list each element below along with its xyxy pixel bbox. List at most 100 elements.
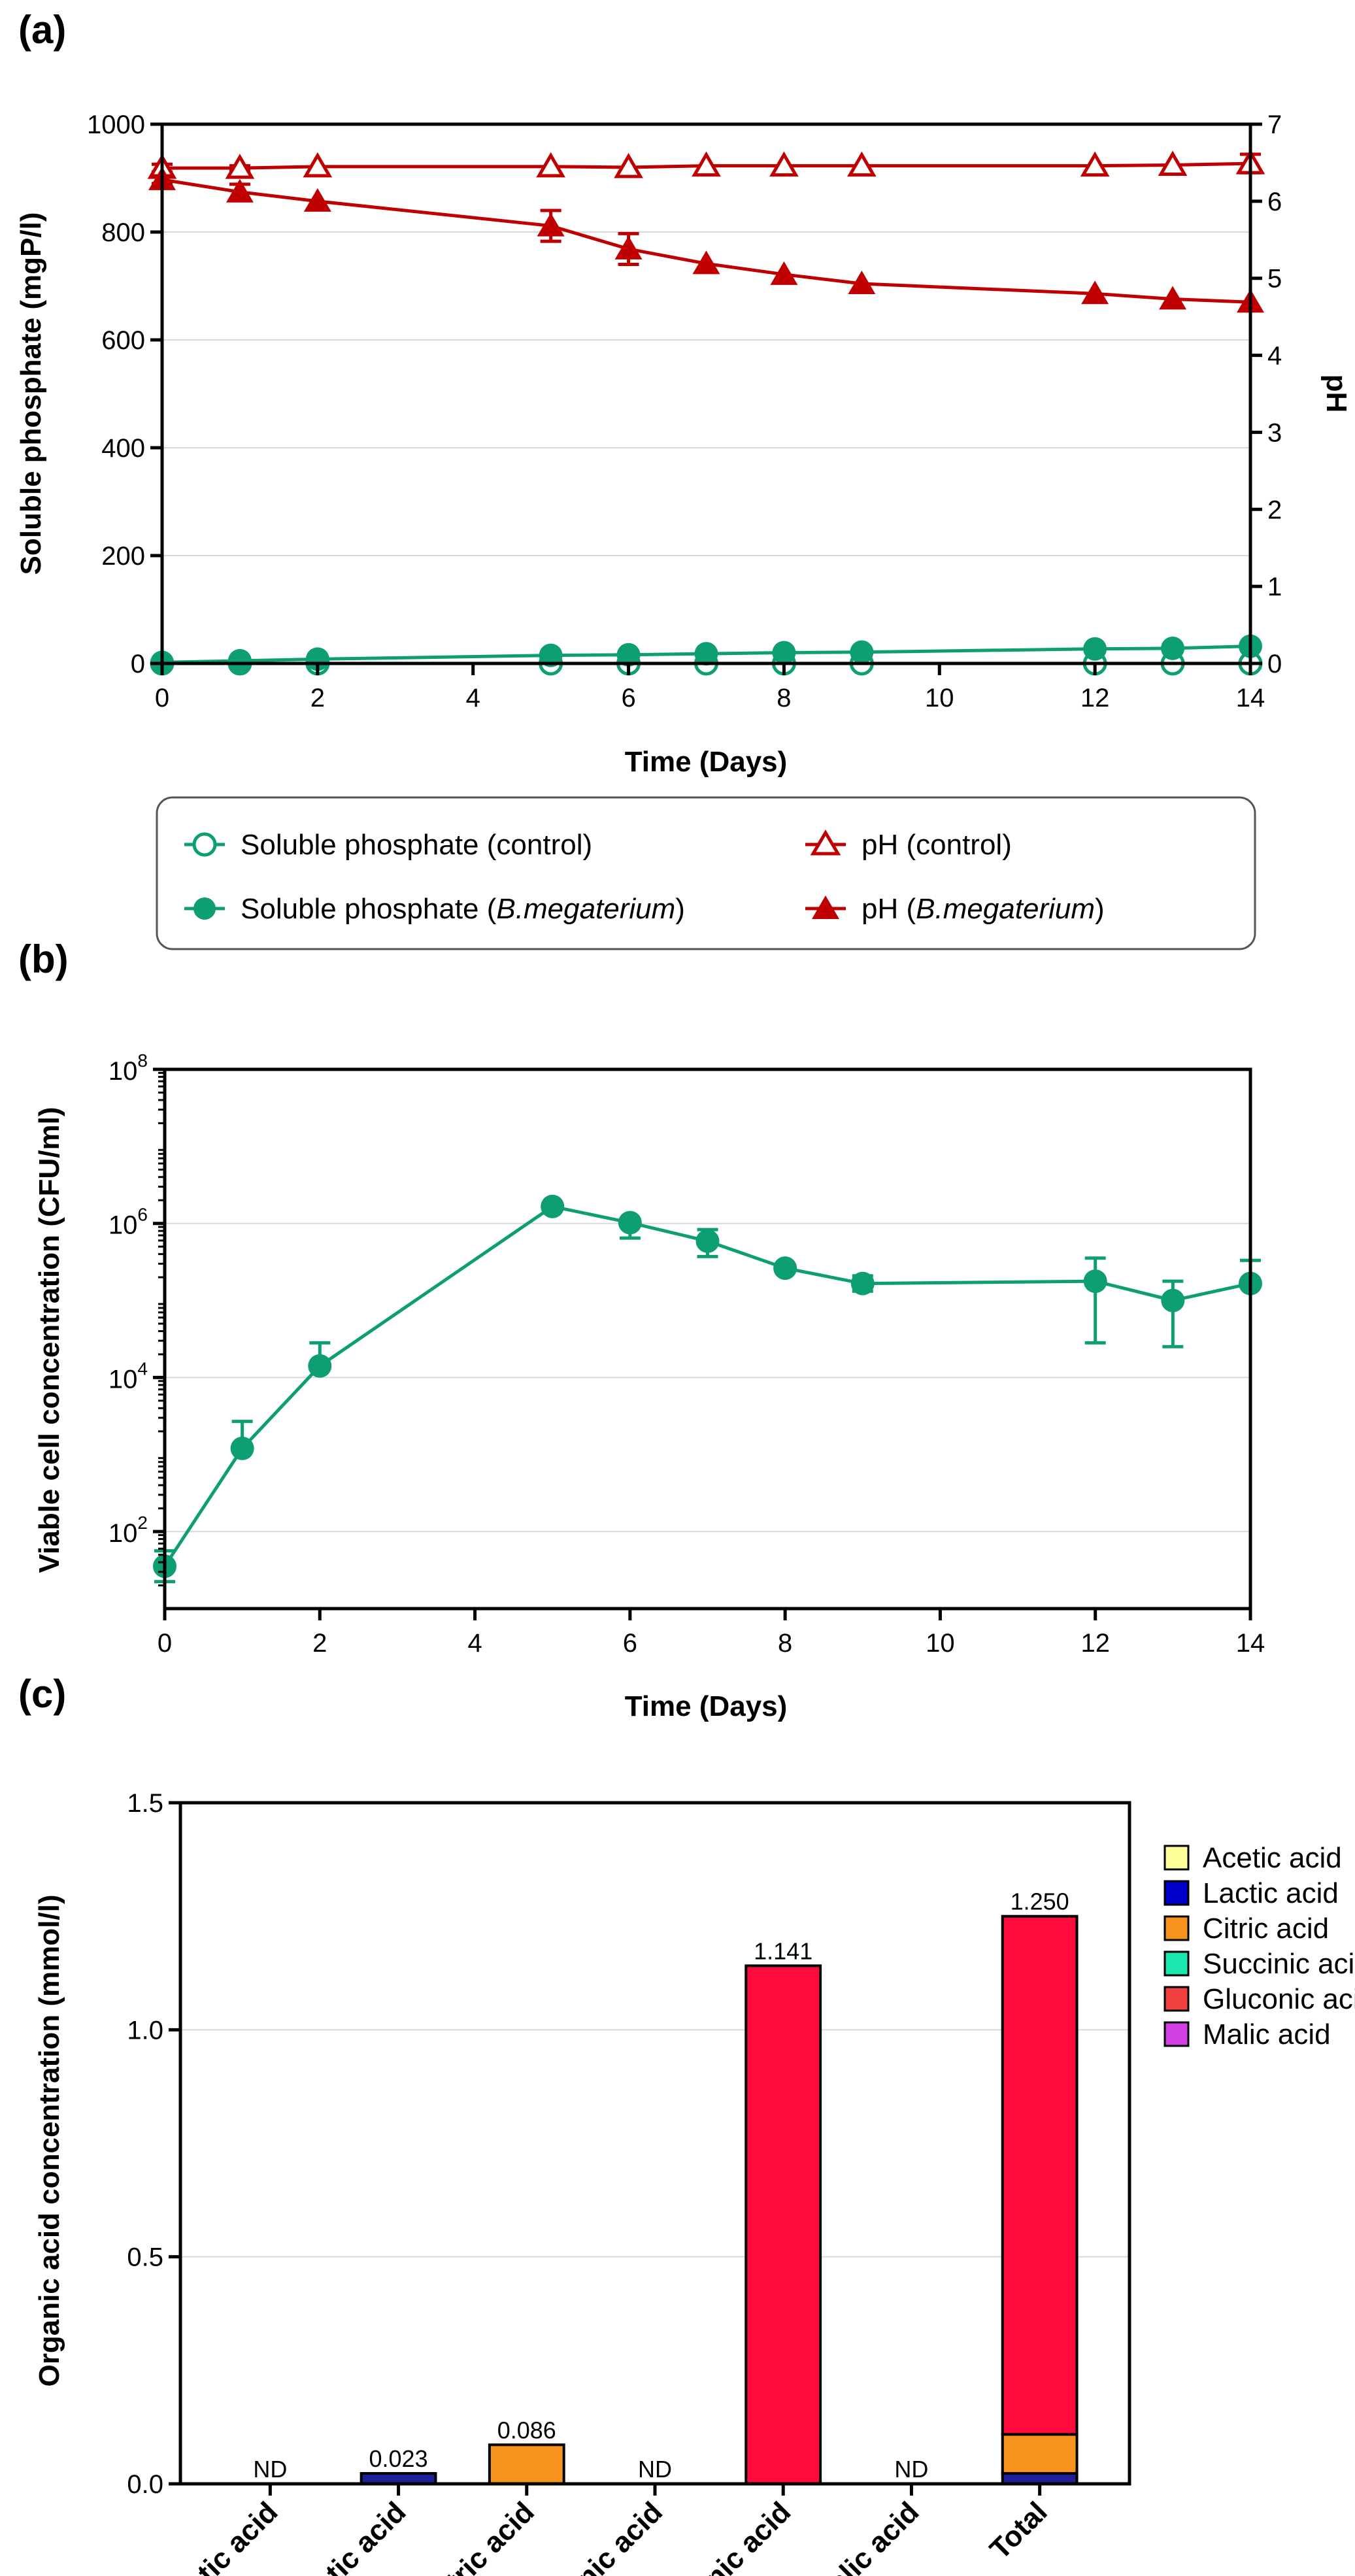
data-point — [1161, 1288, 1185, 1313]
bar-group: ND — [894, 2456, 928, 2483]
legend-label: Soluble phosphate (B.megaterium) — [241, 893, 685, 925]
x-tick-label: 6 — [623, 1629, 637, 1658]
panel-b-y-ticks: 102 104 106 108 — [109, 1050, 165, 1587]
bar-group: 1.141 — [744, 1937, 822, 2485]
legend-label: Gluconic acid — [1203, 1983, 1355, 2015]
legend-label: Acetic acid — [1203, 1842, 1342, 1874]
data-point — [692, 250, 720, 275]
data-point — [1083, 637, 1107, 661]
legend-swatch — [1163, 1950, 1190, 1977]
data-point — [536, 152, 565, 178]
legend-item-ph-control: pH (control) — [805, 829, 1012, 861]
data-point — [227, 648, 252, 673]
data-point — [773, 1256, 797, 1280]
y-tick-label: 0.5 — [127, 2243, 163, 2272]
y-tick-label: 400 — [101, 434, 145, 463]
data-point — [308, 1354, 332, 1378]
data-point — [1081, 280, 1109, 305]
bar-value-label: 1.141 — [754, 1937, 812, 1964]
x-tick-label: 8 — [777, 684, 791, 712]
data-point — [303, 188, 331, 212]
legend-item: Citric acid — [1163, 1913, 1329, 1945]
bar-value-label: 0.023 — [369, 2445, 428, 2472]
legend-swatch — [1163, 1880, 1190, 1906]
panel-c-bars: ND 0.023 0.086 ND 1.141 ND 1.250 — [253, 1888, 1079, 2486]
panel-c-plot-frame — [178, 1801, 1131, 2486]
y-tick-label: 102 — [109, 1513, 148, 1548]
data-point — [1161, 636, 1185, 660]
bar-value-label: ND — [894, 2456, 928, 2483]
y-tick-label: 800 — [101, 218, 145, 247]
bar-group: 1.250 — [1001, 1888, 1079, 2486]
y2-tick-label: 5 — [1267, 265, 1282, 293]
x-tick-label: 4 — [467, 1629, 482, 1658]
y-tick-label: 1.5 — [127, 1789, 163, 1818]
y2-tick-label: 3 — [1267, 418, 1282, 447]
panel-b: (b) 102 104 106 108 0 2 4 6 8 10 12 14 Viable cell… — [18, 937, 1265, 1722]
y-tick-label: 0.0 — [127, 2470, 163, 2499]
x-tick-label: 14 — [1236, 684, 1265, 712]
legend-label: Succinic acid — [1203, 1948, 1355, 1980]
panel-b-grid — [165, 1222, 1250, 1533]
y2-tick-label: 2 — [1267, 495, 1282, 524]
y-tick-label: 1.0 — [127, 2016, 163, 2045]
bar-value-label: ND — [638, 2456, 672, 2483]
panel-b-label: (b) — [18, 937, 69, 981]
series-line — [163, 1205, 1251, 1567]
x-tick-label: 2 — [310, 684, 325, 712]
y-tick-label: 108 — [109, 1050, 148, 1086]
panel-c: (c) ND 0.023 0.086 ND 1.141 ND 1.250 0.0 0.5 1.0… — [18, 1672, 1355, 2576]
x-tick-label: 12 — [1080, 1629, 1110, 1658]
data-point — [692, 151, 721, 177]
legend-label: Citric acid — [1203, 1913, 1329, 1945]
data-point — [770, 261, 798, 285]
data-point — [226, 178, 254, 203]
legend-label: Soluble phosphate (control) — [241, 829, 592, 861]
data-point — [850, 1271, 875, 1296]
x-tick-label: Acetic acid — [154, 2496, 284, 2576]
bar-group: ND — [253, 2456, 287, 2483]
data-point — [848, 270, 876, 294]
y2-tick-label: 7 — [1267, 110, 1282, 139]
panel-c-label: (c) — [18, 1672, 66, 1716]
bar-value-label: 0.086 — [497, 2417, 556, 2443]
bar-value-label: ND — [253, 2456, 287, 2483]
data-point — [225, 154, 255, 179]
x-tick-label: 8 — [778, 1629, 792, 1658]
y-tick-label: 200 — [101, 542, 145, 571]
legend-item: Malic acid — [1163, 2018, 1331, 2050]
data-point — [1080, 151, 1110, 177]
panel-a-y-axis-title: Soluble phosphate (mgP/l) — [15, 212, 47, 575]
y-tick-label: 1000 — [87, 110, 145, 139]
legend-item-soluble-phosphate-control: Soluble phosphate (control) — [184, 829, 592, 861]
legend-swatch — [1163, 1986, 1190, 2012]
bar — [488, 2443, 565, 2485]
panel-b-series — [153, 1194, 1262, 1584]
x-tick-label: Succinic acid — [516, 2496, 669, 2576]
panel-c-grid — [180, 2029, 1129, 2258]
legend-item: Lactic acid — [1163, 1877, 1339, 1909]
data-point — [614, 153, 643, 178]
bar-segment — [1001, 2433, 1079, 2475]
panel-b-x-axis-title: Time (Days) — [625, 1690, 788, 1722]
x-tick-label: 6 — [621, 684, 635, 712]
x-tick-label: 4 — [466, 684, 480, 712]
panel-a-plot-frame — [160, 122, 1252, 665]
legend-swatch — [1163, 2021, 1190, 2047]
data-point — [695, 1229, 720, 1253]
panel-a-y-ticks: 0 200 400 600 800 1000 — [87, 110, 162, 678]
data-point — [772, 641, 796, 665]
y-tick-label: 600 — [101, 326, 145, 355]
y2-tick-label: 4 — [1267, 342, 1282, 371]
y2-tick-label: 6 — [1267, 188, 1282, 216]
x-tick-label: 0 — [158, 1629, 172, 1658]
panel-a-y2-axis-title: pH — [1320, 375, 1352, 413]
x-tick-label: Gluconic acid — [641, 2496, 797, 2576]
panel-b-y-axis-title: Viable cell concentration (CFU/ml) — [33, 1107, 65, 1573]
y-tick-label: 0 — [131, 650, 145, 678]
panel-a-x-ticks: 0 2 4 6 8 10 12 14 — [155, 663, 1265, 712]
panel-a-grid — [162, 231, 1250, 556]
data-point — [303, 152, 333, 178]
